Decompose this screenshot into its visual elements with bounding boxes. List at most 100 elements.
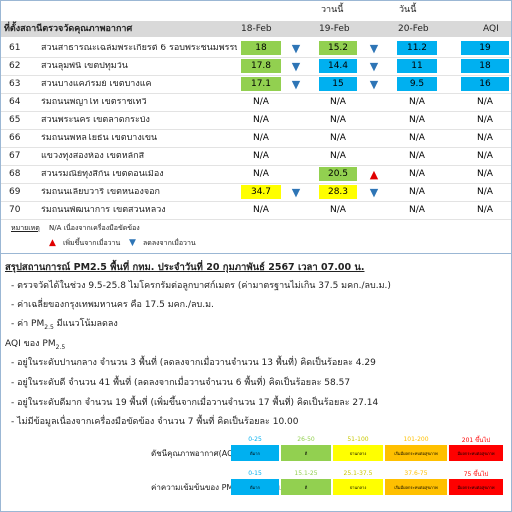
- scale-range: 25.1-37.5: [343, 470, 373, 477]
- summary-line: AQI ของ PM2.5: [5, 340, 65, 351]
- value-cell: N/A: [330, 205, 346, 215]
- summary-text: - อยู่ในระดับดีมาก จำนวน 19 พื้นที่ (เพิ…: [11, 398, 379, 408]
- scale-level: เริ่มมีผลกระทบต่อสุขภาพ: [385, 445, 447, 461]
- summary-line: - อยู่ในระดับปานกลาง จำนวน 3 พื้นที่ (ลด…: [11, 359, 376, 368]
- station-no: 70: [9, 205, 21, 215]
- value-cell: 11: [397, 59, 437, 73]
- note-label: หมายเหตุ: [11, 224, 40, 232]
- summary-line: - ค่าเฉลี่ยของกรุงเทพมหานคร คือ 17.5 มคก…: [11, 301, 214, 310]
- station-no: 66: [9, 133, 21, 143]
- scale-range: 201 ขึ้นไป: [461, 436, 491, 444]
- value-cell: 19: [461, 41, 509, 55]
- station-name: ริมถนนพัฒนาการ เขตสวนหลวง: [41, 206, 166, 215]
- station-name: สวนลุมพินี เขตปทุมวัน: [41, 62, 128, 71]
- header-station: ที่ตั้งสถานีตรวจวัดคุณภาพอากาศ: [4, 24, 133, 34]
- value-cell: N/A: [409, 133, 425, 143]
- station-no: 69: [9, 187, 21, 197]
- value-cell: N/A: [477, 133, 493, 143]
- value-cell: 28.3: [319, 185, 357, 199]
- trend-arrow: ▼: [291, 59, 301, 73]
- scale-level: ดีมาก: [231, 445, 279, 461]
- station-name: ริมถนนพญาไท เขตราชเทวี: [41, 98, 147, 107]
- value-cell: 17.1: [241, 77, 281, 91]
- value-cell: N/A: [477, 205, 493, 215]
- summary-text: - ไม่มีข้อมูลเนื่องจากเครื่องมือขัดข้อง …: [11, 417, 299, 427]
- value-cell: 14.4: [319, 59, 357, 73]
- scale-range: 0-15: [248, 470, 262, 477]
- scale-range: 37.6-75: [404, 470, 428, 477]
- table-row: [1, 183, 511, 202]
- value-cell: N/A: [477, 169, 493, 179]
- summary-text: - อยู่ในระดับดี จำนวน 41 พื้นที่ (ลดลงจา…: [11, 378, 351, 388]
- summary-line: - ตรวจวัดได้ในช่วง 9.5-25.8 ไมโครกรัมต่อ…: [11, 282, 391, 291]
- value-cell: N/A: [477, 187, 493, 197]
- station-name: ริมถนนพหลโยธิน เขตบางเขน: [41, 134, 158, 143]
- summary-line: - ค่า PM2.5 มีแนวโน้มลดลง: [11, 320, 118, 331]
- value-cell: N/A: [477, 115, 493, 125]
- value-cell: 17.8: [241, 59, 281, 73]
- value-cell: N/A: [330, 133, 346, 143]
- summary-title: สรุปสถานการณ์ PM2.5 พื้นที่ กทม. ประจำวั…: [5, 262, 365, 273]
- divider: [1, 253, 511, 254]
- value-cell: 15: [319, 77, 357, 91]
- station-no: 61: [9, 43, 21, 53]
- scale-range: 26-50: [297, 436, 315, 443]
- summary-text: 2.5: [55, 343, 66, 351]
- summary-text: 2.5: [44, 323, 54, 331]
- value-cell: 11.2: [397, 41, 437, 55]
- value-cell: N/A: [253, 115, 269, 125]
- trend-arrow: ▼: [369, 185, 379, 199]
- scale-level: มีผลกระทบต่อสุขภาพ: [449, 445, 503, 461]
- trend-arrow: ▼: [291, 185, 301, 199]
- scale-range: 15.1-25: [294, 470, 318, 477]
- header-date: 18-Feb: [241, 24, 272, 34]
- table-row: [1, 147, 511, 166]
- today-label: วันนี้: [399, 5, 417, 15]
- station-no: 63: [9, 79, 21, 89]
- trend-arrow: ▼: [369, 77, 379, 91]
- station-no: 67: [9, 151, 21, 161]
- note-text: N/A เนื่องจากเครื่องมือขัดข้อง: [49, 224, 140, 232]
- summary-text: - ตรวจวัดได้ในช่วง 9.5-25.8 ไมโครกรัมต่อ…: [11, 281, 391, 291]
- header-row: [1, 21, 511, 37]
- value-cell: 18: [241, 41, 281, 55]
- table-row: [1, 57, 511, 76]
- value-cell: N/A: [253, 151, 269, 161]
- scale-label: ค่าความเข้มข้นของ PM2.5(มคก./ลบ.ม.): [151, 483, 294, 492]
- summary-text: - ค่า PM: [11, 319, 45, 329]
- summary-text: - อยู่ในระดับปานกลาง จำนวน 3 พื้นที่ (ลด…: [11, 358, 376, 368]
- table-row: [1, 129, 511, 148]
- value-cell: 18: [461, 59, 509, 73]
- value-cell: N/A: [477, 97, 493, 107]
- scale-range: 101-200: [403, 436, 429, 443]
- value-cell: N/A: [409, 205, 425, 215]
- value-cell: N/A: [409, 97, 425, 107]
- scale-level: ดี: [281, 445, 331, 461]
- station-no: 68: [9, 169, 21, 179]
- summary-text: - ค่าเฉลี่ยของกรุงเทพมหานคร คือ 17.5 มคก…: [11, 300, 214, 310]
- station-name: ริมถนนเลียบวารี เขตหนองจอก: [41, 188, 160, 197]
- value-cell: N/A: [409, 169, 425, 179]
- value-cell: N/A: [409, 151, 425, 161]
- value-cell: N/A: [330, 151, 346, 161]
- summary-text: มีแนวโน้มลดลง: [53, 319, 118, 329]
- trend-arrow: ▼: [369, 41, 379, 55]
- legend-text: เพิ่มขึ้นจากเมื่อวาน: [63, 239, 121, 247]
- value-cell: N/A: [330, 97, 346, 107]
- station-name: แขวงทุ่งสองห้อง เขตหลักสี่: [41, 152, 145, 161]
- header-date: 20-Feb: [398, 24, 429, 34]
- scale-level: ดีมาก: [231, 479, 279, 495]
- summary-text: AQI ของ PM: [5, 339, 56, 349]
- header-aqi: AQI: [483, 24, 499, 34]
- table-row: [1, 39, 511, 58]
- scale-level: ปานกลาง: [333, 479, 383, 495]
- trend-arrow: ▼: [291, 77, 301, 91]
- station-name: สวนพระนคร เขตลาดกระบัง: [41, 116, 150, 125]
- value-cell: 9.5: [397, 77, 437, 91]
- trend-arrow: ▼: [291, 41, 301, 55]
- header-date: 19-Feb: [319, 24, 350, 34]
- value-cell: N/A: [253, 133, 269, 143]
- summary-line: - อยู่ในระดับดีมาก จำนวน 19 พื้นที่ (เพิ…: [11, 399, 378, 408]
- value-cell: N/A: [477, 151, 493, 161]
